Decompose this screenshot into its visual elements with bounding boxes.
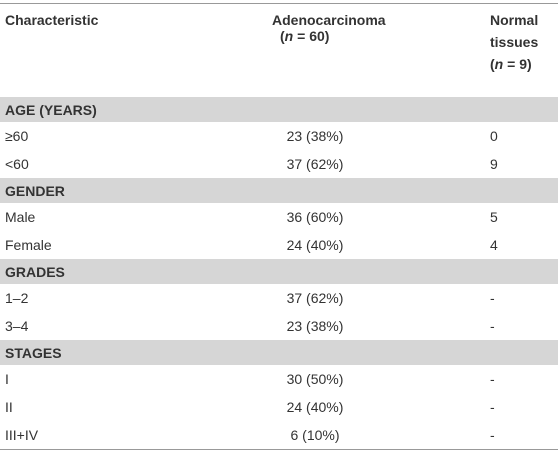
adeno-value: 37 (62%) (286, 290, 344, 306)
adeno-cell: 37 (62%) (272, 284, 490, 312)
normal-cell: 9 (490, 156, 498, 172)
data-row: <60 37 (62%) 9 (0, 150, 558, 178)
characteristic-cell: 1–2 (5, 290, 29, 306)
table: Characteristic Adenocarcinoma (n = 60) N… (0, 3, 558, 450)
adeno-value: 30 (50%) (286, 371, 344, 387)
header-cell: Normal tissues (n = 9) (490, 4, 558, 98)
section-row: STAGES (0, 340, 558, 365)
characteristic-cell: ≥60 (5, 128, 29, 144)
normal-cell: - (490, 399, 495, 415)
characteristic-cell: Male (5, 209, 36, 225)
header-count: (n = 60) (272, 28, 490, 44)
adeno-cell: 30 (50%) (272, 365, 490, 393)
adeno-value: 24 (40%) (286, 399, 344, 415)
header-text: Adenocarcinoma (272, 12, 386, 28)
data-row: 1–2 37 (62%) - (0, 284, 558, 312)
section-row: GRADES (0, 259, 558, 284)
header-cell: Adenocarcinoma (n = 60) (272, 4, 490, 98)
header-count: (n = 9) (490, 53, 558, 75)
header-text: = 60) (293, 28, 330, 44)
header-text: n (284, 28, 294, 44)
section-row: GENDER (0, 178, 558, 203)
characteristic-cell: Female (5, 237, 52, 253)
header-text: = 9) (503, 56, 532, 72)
data-row: III+IV 6 (10%) - (0, 421, 558, 450)
header-cell: Characteristic (0, 4, 272, 98)
data-row: Male 36 (60%) 5 (0, 203, 558, 231)
normal-cell: 4 (490, 237, 498, 253)
section-cell: AGE (YEARS) (0, 97, 558, 122)
adeno-cell: 36 (60%) (272, 203, 490, 231)
data-row: 3–4 23 (38%) - (0, 312, 558, 340)
adeno-cell: 6 (10%) (272, 421, 490, 450)
header-text: ( (280, 28, 285, 44)
adeno-cell: 24 (40%) (272, 231, 490, 259)
adeno-cell: 24 (40%) (272, 393, 490, 421)
data-row: ≥60 23 (38%) 0 (0, 122, 558, 150)
adeno-cell: 23 (38%) (272, 312, 490, 340)
normal-cell: - (490, 427, 495, 443)
characteristic-cell: II (5, 399, 13, 415)
characteristic-cell: 3–4 (5, 318, 29, 334)
adeno-value: 24 (40%) (286, 237, 344, 253)
adeno-cell: 23 (38%) (272, 122, 490, 150)
data-row: Female 24 (40%) 4 (0, 231, 558, 259)
data-row: II 24 (40%) - (0, 393, 558, 421)
normal-cell: 0 (490, 128, 498, 144)
header-text: n (494, 56, 504, 72)
header-text: ( (490, 56, 495, 72)
header-text: Characteristic (5, 12, 99, 28)
characteristic-cell: I (5, 371, 9, 387)
adeno-value: 23 (38%) (286, 318, 344, 334)
adeno-value: 36 (60%) (286, 209, 344, 225)
header-row: Characteristic Adenocarcinoma (n = 60) N… (0, 3, 558, 98)
adeno-value: 23 (38%) (286, 128, 344, 144)
section-cell: STAGES (0, 340, 558, 365)
normal-cell: - (490, 290, 495, 306)
section-row: AGE (YEARS) (0, 97, 558, 122)
normal-cell: 5 (490, 209, 498, 225)
adeno-value: 37 (62%) (286, 156, 344, 172)
characteristic-cell: III+IV (5, 427, 39, 443)
section-cell: GRADES (0, 259, 558, 284)
adeno-value: 6 (10%) (290, 427, 340, 443)
normal-cell: - (490, 318, 495, 334)
data-row: I 30 (50%) - (0, 365, 558, 393)
normal-cell: - (490, 371, 495, 387)
characteristic-cell: <60 (5, 156, 29, 172)
adeno-cell: 37 (62%) (272, 150, 490, 178)
section-cell: GENDER (0, 178, 558, 203)
header-text: Normal tissues (490, 12, 539, 50)
